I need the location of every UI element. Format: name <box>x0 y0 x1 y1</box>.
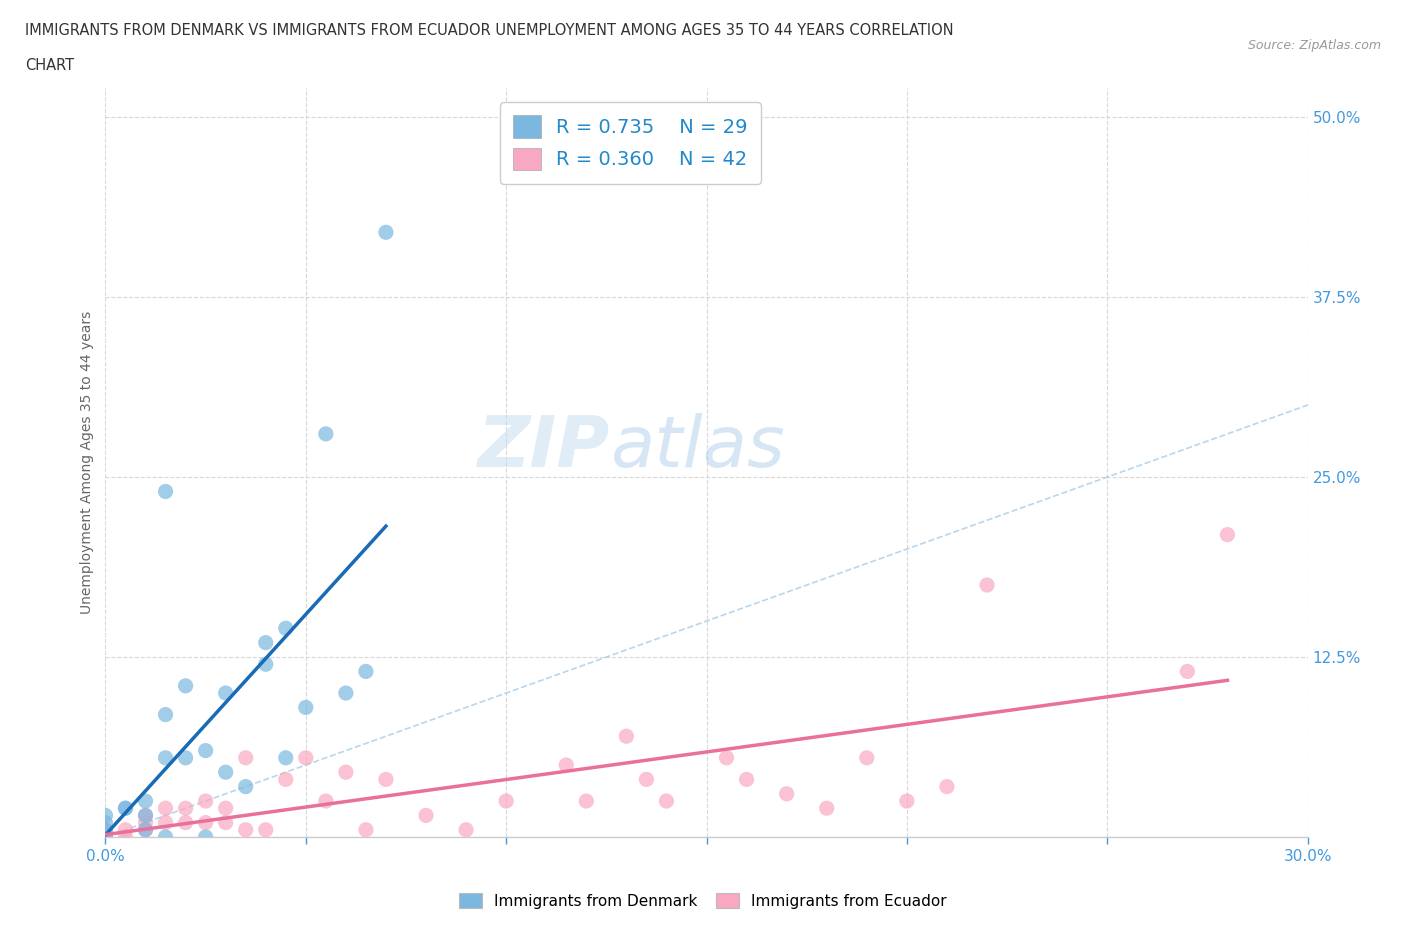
Point <box>374 225 398 240</box>
Point <box>114 822 136 837</box>
Text: atlas: atlas <box>610 413 785 482</box>
Point <box>315 793 337 808</box>
Point <box>354 822 377 837</box>
Point <box>135 822 157 837</box>
Point <box>976 578 998 592</box>
Point <box>274 751 297 765</box>
Point <box>94 808 117 823</box>
Point <box>735 772 758 787</box>
Point <box>636 772 658 787</box>
Point <box>815 801 838 816</box>
Point <box>415 808 437 823</box>
Point <box>655 793 678 808</box>
Point <box>235 779 257 794</box>
Point <box>155 484 177 498</box>
Point <box>214 801 236 816</box>
Point <box>295 700 318 715</box>
Point <box>135 793 157 808</box>
Point <box>274 621 297 636</box>
Legend: Immigrants from Denmark, Immigrants from Ecuador: Immigrants from Denmark, Immigrants from… <box>453 886 953 915</box>
Point <box>616 729 638 744</box>
Point <box>776 787 799 802</box>
Point <box>335 685 357 700</box>
Point <box>254 822 277 837</box>
Point <box>135 822 157 837</box>
Point <box>315 427 337 442</box>
Point <box>235 751 257 765</box>
Point <box>135 808 157 823</box>
Point <box>896 793 918 808</box>
Point <box>374 772 398 787</box>
Text: Source: ZipAtlas.com: Source: ZipAtlas.com <box>1247 39 1381 52</box>
Text: ZIP: ZIP <box>478 413 610 482</box>
Legend: R = 0.735    N = 29, R = 0.360    N = 42: R = 0.735 N = 29, R = 0.360 N = 42 <box>501 101 762 184</box>
Point <box>174 678 197 693</box>
Point <box>194 793 217 808</box>
Point <box>174 801 197 816</box>
Point <box>94 830 117 844</box>
Point <box>135 808 157 823</box>
Point <box>174 751 197 765</box>
Point <box>214 685 236 700</box>
Point <box>454 822 477 837</box>
Point <box>214 764 236 779</box>
Point <box>135 816 157 830</box>
Point <box>94 822 117 837</box>
Point <box>254 657 277 671</box>
Point <box>1177 664 1199 679</box>
Point <box>114 830 136 844</box>
Point <box>1216 527 1239 542</box>
Point <box>155 816 177 830</box>
Point <box>155 801 177 816</box>
Point <box>114 801 136 816</box>
Point <box>555 758 578 773</box>
Point <box>194 816 217 830</box>
Point <box>335 764 357 779</box>
Point <box>94 816 117 830</box>
Point <box>94 830 117 844</box>
Point <box>214 816 236 830</box>
Text: CHART: CHART <box>25 58 75 73</box>
Point <box>354 664 377 679</box>
Point <box>295 751 318 765</box>
Point <box>235 822 257 837</box>
Point <box>155 751 177 765</box>
Text: IMMIGRANTS FROM DENMARK VS IMMIGRANTS FROM ECUADOR UNEMPLOYMENT AMONG AGES 35 TO: IMMIGRANTS FROM DENMARK VS IMMIGRANTS FR… <box>25 23 953 38</box>
Point <box>855 751 877 765</box>
Point <box>575 793 598 808</box>
Point <box>155 830 177 844</box>
Point <box>94 822 117 837</box>
Point <box>495 793 517 808</box>
Y-axis label: Unemployment Among Ages 35 to 44 years: Unemployment Among Ages 35 to 44 years <box>80 311 94 615</box>
Point <box>194 743 217 758</box>
Point <box>194 830 217 844</box>
Point <box>254 635 277 650</box>
Point <box>274 772 297 787</box>
Point <box>936 779 959 794</box>
Point <box>114 801 136 816</box>
Point <box>174 816 197 830</box>
Point <box>716 751 738 765</box>
Point <box>155 707 177 722</box>
